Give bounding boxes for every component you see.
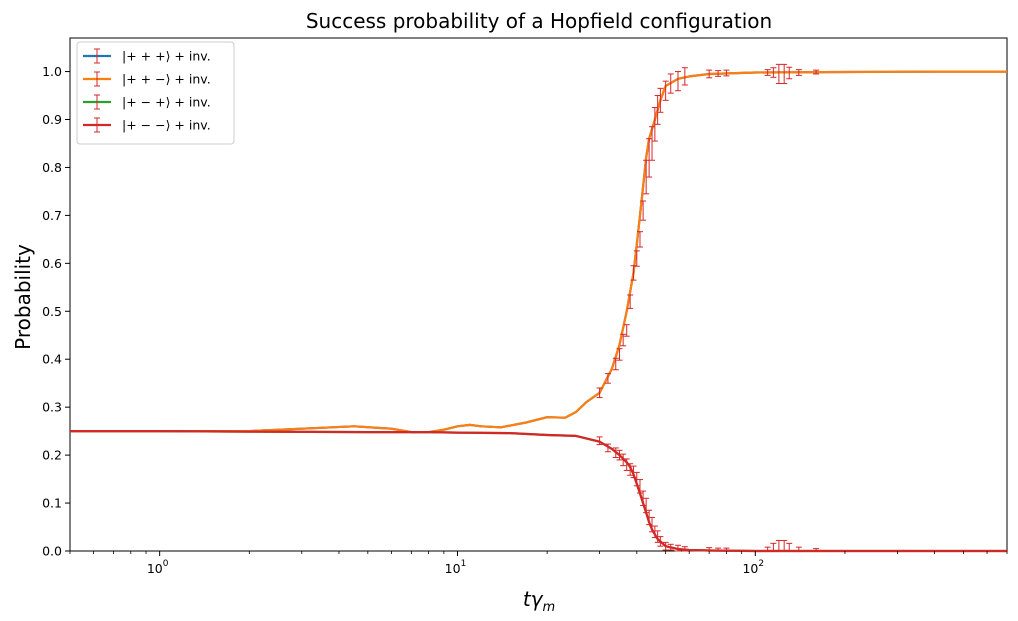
errorbar-upper-4 <box>616 348 623 361</box>
x-tick-label-3: 102 <box>742 559 764 576</box>
errorbar-upper-17 <box>657 87 664 113</box>
errorbar-lower-3 <box>612 447 619 459</box>
errorbar-upper-7 <box>627 294 634 309</box>
errorbar-lower-1 <box>596 436 603 446</box>
legend-item-4: |+ − −⟩ + inv. <box>83 117 211 133</box>
errorbar-lower-29 <box>786 542 793 552</box>
errorbar-lower-10 <box>636 479 643 494</box>
y-tick-label-11: 1.0 <box>42 64 62 79</box>
errorbar-upper-18 <box>662 80 669 101</box>
errorbar-upper-19 <box>667 73 674 94</box>
errorbar-upper-28 <box>781 63 788 85</box>
legend-item-1: |+ + +⟩ + inv. <box>83 48 211 64</box>
errorbar-upper-31 <box>813 69 820 75</box>
errorbar-upper-22 <box>706 69 713 79</box>
errorbar-upper-1 <box>596 387 603 399</box>
errorbar-upper-27 <box>775 63 782 85</box>
errorbar-upper-10 <box>636 231 643 248</box>
errorbar-upper-2 <box>604 373 611 384</box>
legend-frame <box>76 41 235 145</box>
errorbar-lower-8 <box>630 465 637 479</box>
errorbar-lower-2 <box>604 443 611 453</box>
y-tick-label-7: 0.6 <box>42 256 62 271</box>
errorbar-upper-29 <box>786 66 793 80</box>
errorbar-lower-6 <box>623 458 630 471</box>
errorbar-upper-20 <box>674 71 681 92</box>
errorbar-upper-23 <box>715 70 722 77</box>
y-tick-label-8: 0.7 <box>42 208 62 223</box>
y-tick-label-10: 0.9 <box>42 112 62 127</box>
y-tick-label-6: 0.5 <box>42 304 62 319</box>
errorbar-lower-9 <box>633 471 640 487</box>
legend-item-3: |+ − +⟩ + inv. <box>83 94 211 110</box>
legend-label-4: |+ − −⟩ + inv. <box>122 118 211 133</box>
y-tick-label-2: 0.1 <box>42 496 62 511</box>
errorbar-lower-11 <box>640 490 647 506</box>
errorbar-lower-21 <box>681 546 688 552</box>
x-tick-label-2: 101 <box>445 559 467 576</box>
errorbar-upper-21 <box>681 67 688 86</box>
errorbar-lower-4 <box>616 449 623 461</box>
y-axis-label: Probability <box>11 244 35 350</box>
errorbar-lower-7 <box>627 463 634 476</box>
errorbar-lower-20 <box>674 544 681 552</box>
y-tick-label-1: 0.0 <box>42 544 62 559</box>
y-tick-label-4: 0.3 <box>42 400 62 415</box>
y-tick-label-5: 0.4 <box>42 352 62 367</box>
errorbar-upper-30 <box>795 69 802 76</box>
legend: |+ + +⟩ + inv. |+ + −⟩ + inv. |+ − +⟩ + in… <box>76 41 235 145</box>
errorbar-lower-14 <box>649 516 656 533</box>
errorbar-lower-28 <box>781 539 788 552</box>
y-axis: 0.0 0.1 0.2 0.3 0.4 0.5 0.6 0.7 0.8 0.9 1.0 <box>42 64 70 559</box>
legend-label-1: |+ + +⟩ + inv. <box>122 49 211 64</box>
errorbar-upper-13 <box>646 138 653 178</box>
errorbar-lower-15 <box>651 525 658 539</box>
errorbar-upper-25 <box>764 69 771 76</box>
y-tick-label-9: 0.8 <box>42 160 62 175</box>
chart-title: Success probability of a Hopfield config… <box>306 9 772 33</box>
errorbar-lower-17 <box>657 536 664 547</box>
errorbar-upper-3 <box>612 357 619 371</box>
errorbar-upper-11 <box>640 200 647 221</box>
errorbar-upper-9 <box>633 250 640 267</box>
errorbar-lower-5 <box>620 453 627 467</box>
errorbar-lower-31 <box>813 548 820 552</box>
errorbar-upper-14 <box>649 126 656 161</box>
legend-item-2: |+ + −⟩ + inv. <box>83 71 211 87</box>
errorbar-upper-24 <box>723 69 730 77</box>
errorbar-upper-16 <box>654 95 661 125</box>
errorbar-lower-18 <box>662 541 669 551</box>
x-axis: 100 101 102 <box>69 551 1008 576</box>
errorbar-upper-6 <box>623 324 630 337</box>
x-axis-label-base: tγ <box>523 587 544 611</box>
errorbar-lower-23 <box>715 547 722 552</box>
y-tick-label-3: 0.2 <box>42 448 62 463</box>
errorbar-lower-30 <box>795 546 802 552</box>
x-axis-label: tγm <box>523 587 555 615</box>
errorbar-lower-27 <box>775 539 782 552</box>
errorbar-lower-26 <box>770 542 777 552</box>
errorbar-lower-19 <box>667 543 674 551</box>
errorbar-upper-26 <box>770 67 777 78</box>
legend-label-2: |+ + −⟩ + inv. <box>122 72 211 87</box>
legend-label-3: |+ − +⟩ + inv. <box>122 95 211 110</box>
x-axis-label-subscript: m <box>543 600 556 615</box>
errorbar-lower-25 <box>764 546 771 552</box>
x-tick-label-1: 100 <box>147 559 169 576</box>
errorbar-upper-5 <box>620 333 627 347</box>
errorbar-layer <box>596 63 820 552</box>
